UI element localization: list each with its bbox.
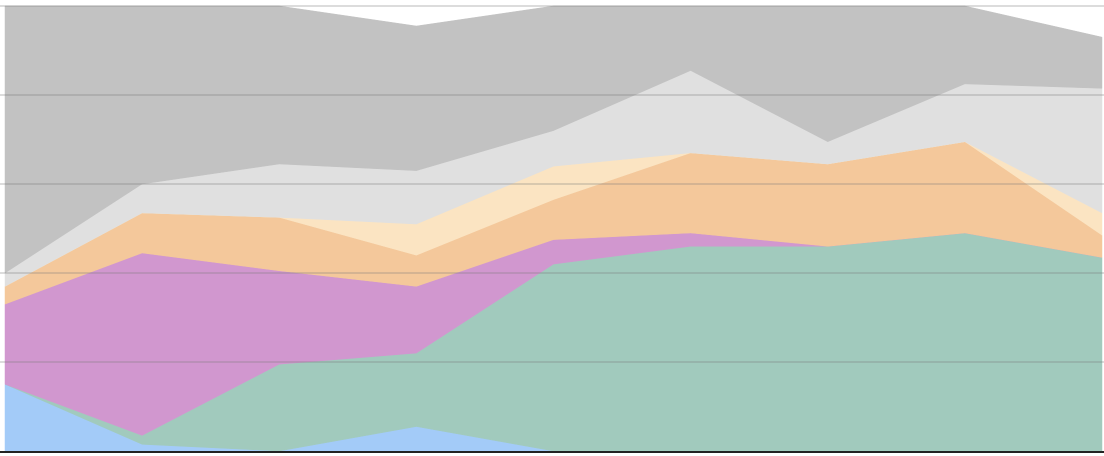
gridlines: [0, 5, 1104, 363]
area-series-7: [4, 5, 1103, 274]
area-layer: [4, 5, 1103, 452]
